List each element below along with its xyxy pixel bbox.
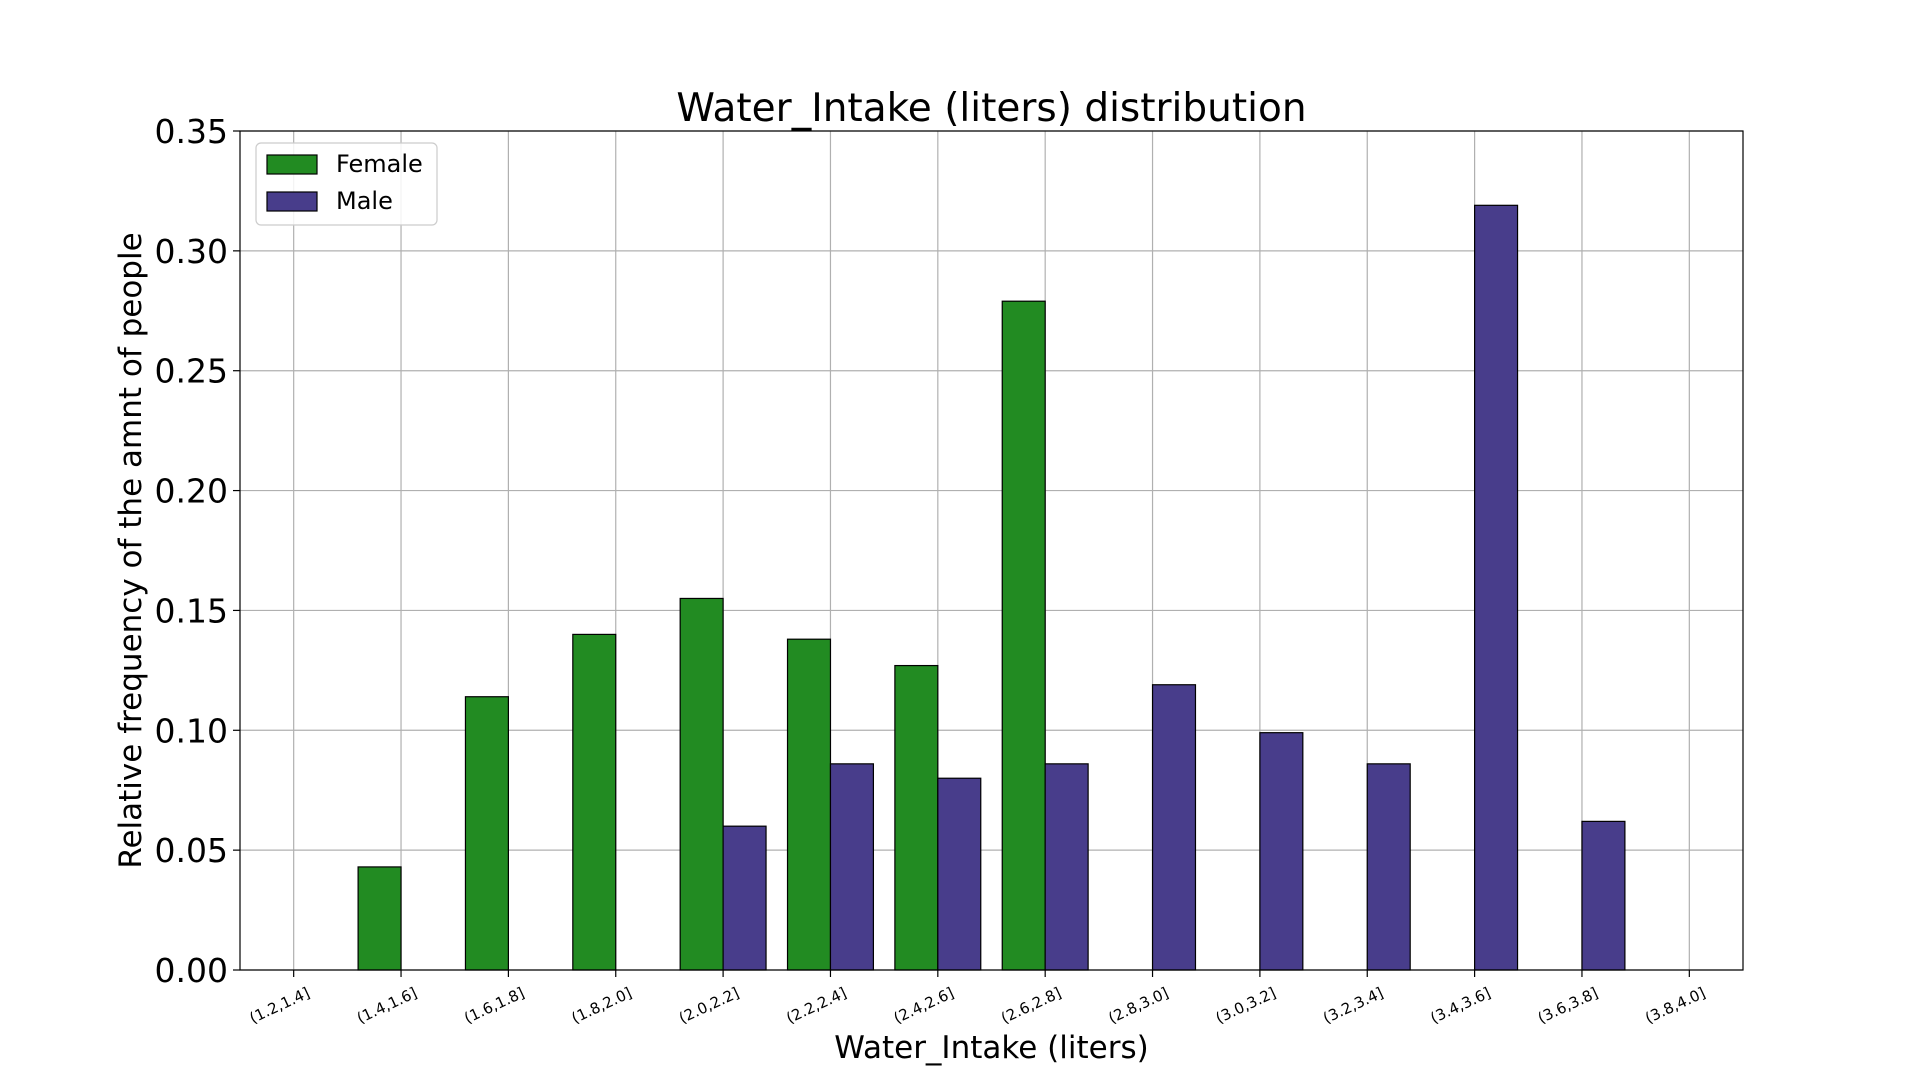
y-axis-label: Relative frequency of the amnt of people: [113, 232, 149, 868]
y-tick-label: 0.10: [155, 711, 228, 750]
bar-male-3-4-3-6: [1474, 204, 1519, 971]
y-tick-label: 0.30: [155, 232, 228, 271]
x-tick-label: (3.6,3.8]: [1535, 984, 1601, 1027]
bar-male-3-6-3-8: [1581, 820, 1626, 971]
x-tick-label: (2.6,2.8]: [998, 984, 1064, 1027]
bars: [357, 204, 1626, 971]
x-tick-label: (3.4,3.6]: [1428, 984, 1494, 1027]
legend-swatch-male: [266, 191, 318, 212]
chart-title: Water_Intake (liters) distribution: [676, 86, 1306, 131]
x-tick-label: (3.2,3.4]: [1320, 984, 1386, 1027]
x-tick-label: (1.4,1.6]: [354, 984, 420, 1027]
bar-male-2-0-2-2: [722, 825, 767, 971]
bar-female-2-4-2-6: [894, 664, 939, 971]
bar-male-2-8-3-0: [1151, 684, 1197, 971]
bar-male-3-0-3-2: [1259, 732, 1304, 971]
legend-label-male: Male: [336, 187, 393, 215]
x-tick-label: (3.0,3.2]: [1213, 984, 1279, 1027]
y-tick-label: 0.00: [155, 951, 228, 990]
y-tick-label: 0.05: [155, 831, 228, 870]
x-tick-label: (1.2,1.4]: [247, 984, 313, 1027]
y-tick-label: 0.35: [155, 112, 228, 151]
x-tick-label: (2.0,2.2]: [676, 984, 742, 1027]
bar-female-1-8-2-0: [572, 633, 617, 971]
x-tick-label: (1.6,1.8]: [461, 984, 527, 1027]
bar-female-2-6-2-8: [1001, 300, 1046, 971]
bar-female-2-0-2-2: [679, 597, 724, 971]
bar-female-1-6-1-8: [464, 696, 509, 971]
bar-male-2-4-2-6: [937, 777, 982, 971]
y-tick-label: 0.15: [155, 591, 228, 630]
legend: Female Male: [255, 142, 438, 226]
x-tick-label: (2.8,3.0]: [1106, 984, 1172, 1027]
legend-label-female: Female: [336, 150, 423, 178]
y-tick-label: 0.25: [155, 352, 228, 391]
x-axis-label: Water_Intake (liters): [834, 1030, 1148, 1066]
x-tick-label: (3.8,4.0]: [1642, 984, 1708, 1027]
bar-female-2-2-2-4: [786, 638, 832, 971]
x-tick-label: (1.8,2.0]: [569, 984, 635, 1027]
x-tick-label: (2.4,2.6]: [891, 984, 957, 1027]
bar-male-2-6-2-8: [1044, 763, 1089, 971]
x-tick-label: (2.2,2.4]: [783, 984, 849, 1027]
bar-male-3-2-3-4: [1366, 763, 1411, 971]
bar-female-1-4-1-6: [357, 866, 402, 971]
legend-swatch-female: [266, 154, 318, 175]
bar-male-2-2-2-4: [829, 763, 875, 971]
plot-frame: [239, 130, 1744, 971]
y-tick-label: 0.20: [155, 472, 228, 511]
